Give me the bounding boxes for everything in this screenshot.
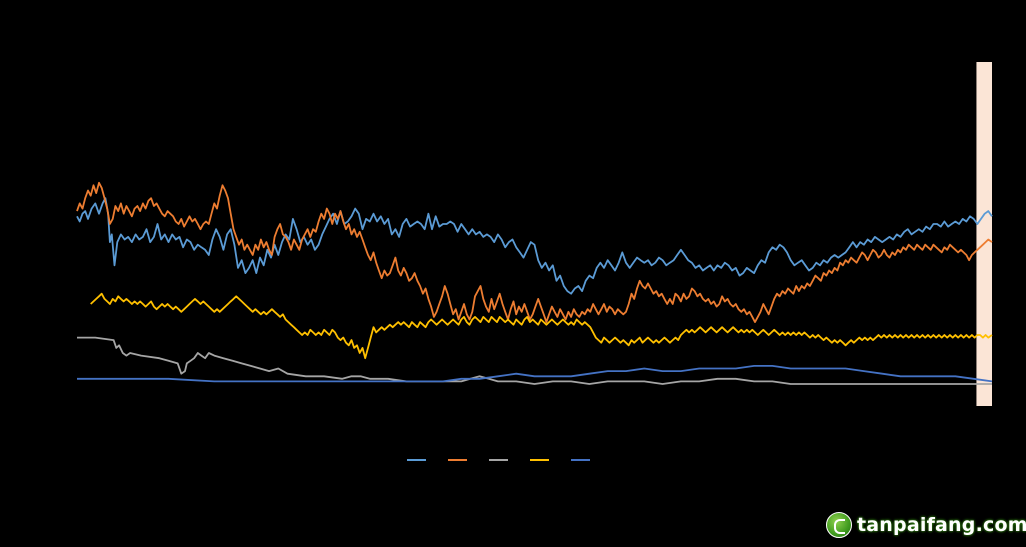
series-line-3: [77, 336, 992, 385]
watermark: tanpaifang.com: [826, 510, 1026, 540]
series-line-2: [76, 181, 993, 324]
series-line-1: [76, 197, 993, 295]
watermark-text: tanpaifang.com: [857, 514, 1026, 536]
series-line-4: [90, 292, 993, 360]
highlight-band: [976, 62, 992, 406]
series-layer: [76, 181, 993, 385]
series-line-5: [77, 364, 993, 383]
watermark-logo-icon: [826, 512, 852, 538]
